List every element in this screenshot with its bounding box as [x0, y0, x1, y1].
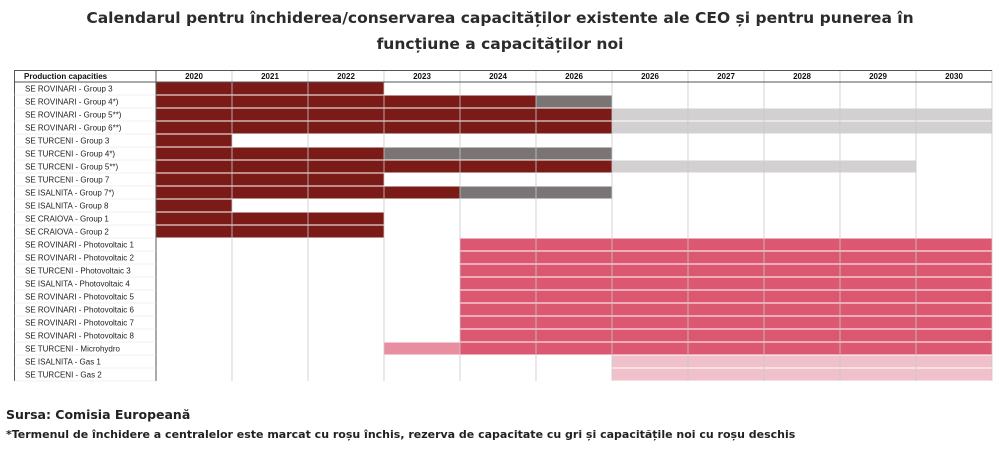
row-label: SE CRAIOVA - Group 2 — [25, 228, 109, 237]
row-label: SE TURCENI - Group 5**) — [25, 163, 119, 172]
bar-operating — [156, 212, 384, 225]
year-header: 2023 — [413, 72, 431, 81]
bar-new — [460, 329, 992, 342]
bar-reserve — [384, 147, 612, 160]
row-label: SE ISALNITA - Group 8 — [25, 202, 109, 211]
bar-reserve_light — [612, 121, 992, 134]
bar-gas — [612, 355, 992, 368]
year-header: 2026 — [641, 72, 659, 81]
year-header: 2024 — [489, 72, 507, 81]
bar-operating — [156, 199, 232, 212]
bar-new — [460, 303, 992, 316]
row-label: SE ROVINARI - Photovoltaic 7 — [25, 319, 134, 328]
footnote: *Termenul de închidere a centralelor est… — [6, 428, 796, 441]
bar-new — [460, 264, 992, 277]
year-header: 2020 — [185, 72, 203, 81]
row-label: SE ISALNITA - Gas 1 — [25, 358, 101, 367]
row-label: SE TURCENI - Photovoltaic 3 — [25, 267, 131, 276]
year-header: 2027 — [717, 72, 735, 81]
year-header: 2029 — [869, 72, 887, 81]
bar-operating — [156, 173, 384, 186]
bar-new — [460, 342, 992, 355]
row-label: SE ROVINARI - Photovoltaic 2 — [25, 254, 134, 263]
bar-operating — [156, 82, 384, 95]
chart-title-line-1: Calendarul pentru închiderea/conservarea… — [86, 9, 914, 27]
bar-reserve — [536, 95, 612, 108]
source-caption: Sursa: Comisia Europeană — [6, 407, 191, 422]
row-label: SE ROVINARI - Photovoltaic 8 — [25, 332, 134, 341]
row-label: SE ROVINARI - Photovoltaic 5 — [25, 293, 134, 302]
bar-new — [460, 238, 992, 251]
bar-new — [460, 251, 992, 264]
row-label: SE ROVINARI - Group 3 — [25, 85, 113, 94]
row-label: SE TURCENI - Group 7 — [25, 176, 110, 185]
row-label: SE ROVINARI - Photovoltaic 1 — [25, 241, 134, 250]
year-header: 2022 — [337, 72, 355, 81]
year-header: 2021 — [261, 72, 279, 81]
bar-new — [460, 277, 992, 290]
bar-gas — [612, 368, 992, 381]
row-label: SE TURCENI - Group 3 — [25, 137, 110, 146]
bar-operating — [156, 225, 384, 238]
bar-operating — [156, 95, 536, 108]
chart-title-line-2: funcțiune a capacităților noi — [376, 35, 624, 53]
bar-operating — [156, 134, 232, 147]
year-header: 2030 — [945, 72, 963, 81]
row-label: SE TURCENI - Group 4*) — [25, 150, 115, 159]
row-label: SE ROVINARI - Group 4*) — [25, 98, 119, 107]
row-label: SE ISALNITA - Photovoltaic 4 — [25, 280, 130, 289]
year-header: 2028 — [793, 72, 811, 81]
row-label: SE CRAIOVA - Group 1 — [25, 215, 109, 224]
row-label: SE ROVINARI - Group 5**) — [25, 111, 122, 120]
bar-new_light — [384, 342, 460, 355]
header-row — [14, 70, 992, 82]
row-label: SE TURCENI - Microhydro — [25, 345, 121, 354]
year-header: 2026 — [565, 72, 583, 81]
bar-new — [460, 316, 992, 329]
row-label: SE ROVINARI - Group 6**) — [25, 124, 122, 133]
row-label: SE TURCENI - Gas 2 — [25, 371, 102, 380]
bar-operating — [156, 147, 384, 160]
row-label: SE ROVINARI - Photovoltaic 6 — [25, 306, 134, 315]
bar-reserve_light — [612, 108, 992, 121]
bar-new — [460, 290, 992, 303]
row-label: SE ISALNITA - Group 7*) — [25, 189, 115, 198]
gantt-chart: Production capacities 2020 2021 2022 2023 202… — [14, 70, 993, 382]
column-header-production-capacities: Production capacities — [24, 72, 108, 81]
